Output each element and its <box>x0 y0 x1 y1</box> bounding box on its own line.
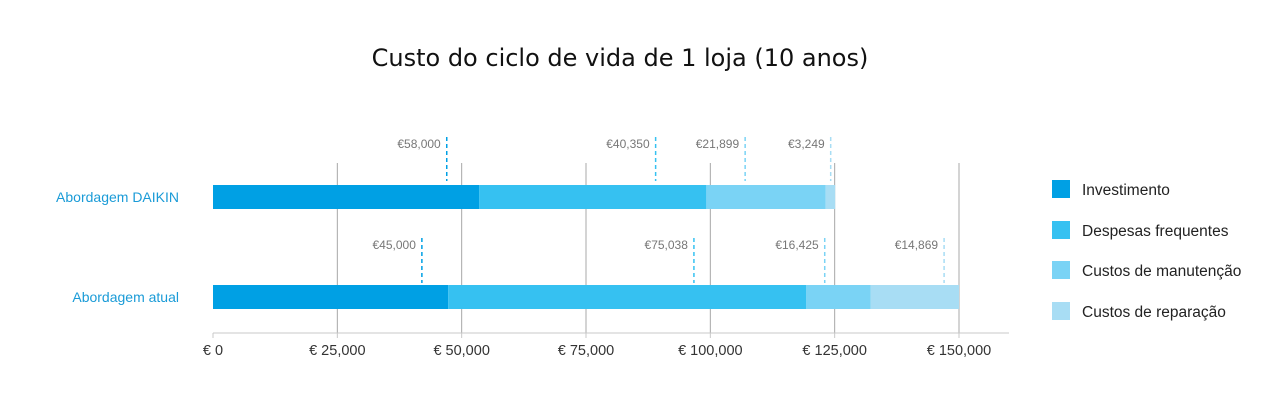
legend-label: Despesas frequentes <box>1082 223 1229 240</box>
bar-segment <box>479 185 707 209</box>
bar-segment <box>806 285 871 309</box>
legend-swatch <box>1052 261 1070 279</box>
legend: Investimento Despesas frequentes Custos de… <box>1052 180 1241 321</box>
bars <box>213 185 959 309</box>
legend-label: Custos de reparação <box>1082 304 1226 321</box>
annotation-label: €21,899 <box>696 137 740 151</box>
x-tick-label: € 50,000 <box>433 343 489 359</box>
category-label: Abordagem atual <box>72 289 179 305</box>
x-tick-label: € 0 <box>203 343 223 359</box>
category-label: Abordagem DAIKIN <box>56 189 179 205</box>
x-tick-label: € 25,000 <box>309 343 365 359</box>
annotation-label: €3,249 <box>788 137 825 151</box>
value-annotations: €58,000 €40,350 €21,899 €3,249 €45,000 €75,03… <box>372 137 945 283</box>
x-tick-label: € 100,000 <box>678 343 743 359</box>
annotation-label: €75,038 <box>645 238 689 252</box>
annotation-label: €45,000 <box>372 238 416 252</box>
legend-swatch <box>1052 180 1070 198</box>
annotation-label: €14,869 <box>895 238 939 252</box>
bar-segment <box>213 285 449 309</box>
legend-label: Custos de manutenção <box>1082 263 1241 280</box>
bar-segment <box>448 285 807 309</box>
category-labels: Abordagem DAIKIN Abordagem atual <box>56 189 179 305</box>
bar-segment <box>706 185 826 209</box>
legend-swatch <box>1052 221 1070 239</box>
legend-swatch <box>1052 302 1070 320</box>
x-tick-label: € 150,000 <box>927 343 992 359</box>
x-tick-label: € 75,000 <box>558 343 614 359</box>
x-axis: € 0 € 25,000 € 50,000 € 75,000 € 100,000 € 12… <box>203 332 1009 359</box>
chart-title: Custo do ciclo de vida de 1 loja (10 ano… <box>372 44 869 72</box>
bar-segment <box>825 185 836 209</box>
legend-label: Investimento <box>1082 182 1170 199</box>
bar-segment <box>870 285 959 309</box>
annotation-label: €58,000 <box>397 137 441 151</box>
bar-segment <box>213 185 480 209</box>
annotation-label: €40,350 <box>606 137 650 151</box>
x-tick-label: € 125,000 <box>802 343 867 359</box>
annotation-label: €16,425 <box>775 238 819 252</box>
